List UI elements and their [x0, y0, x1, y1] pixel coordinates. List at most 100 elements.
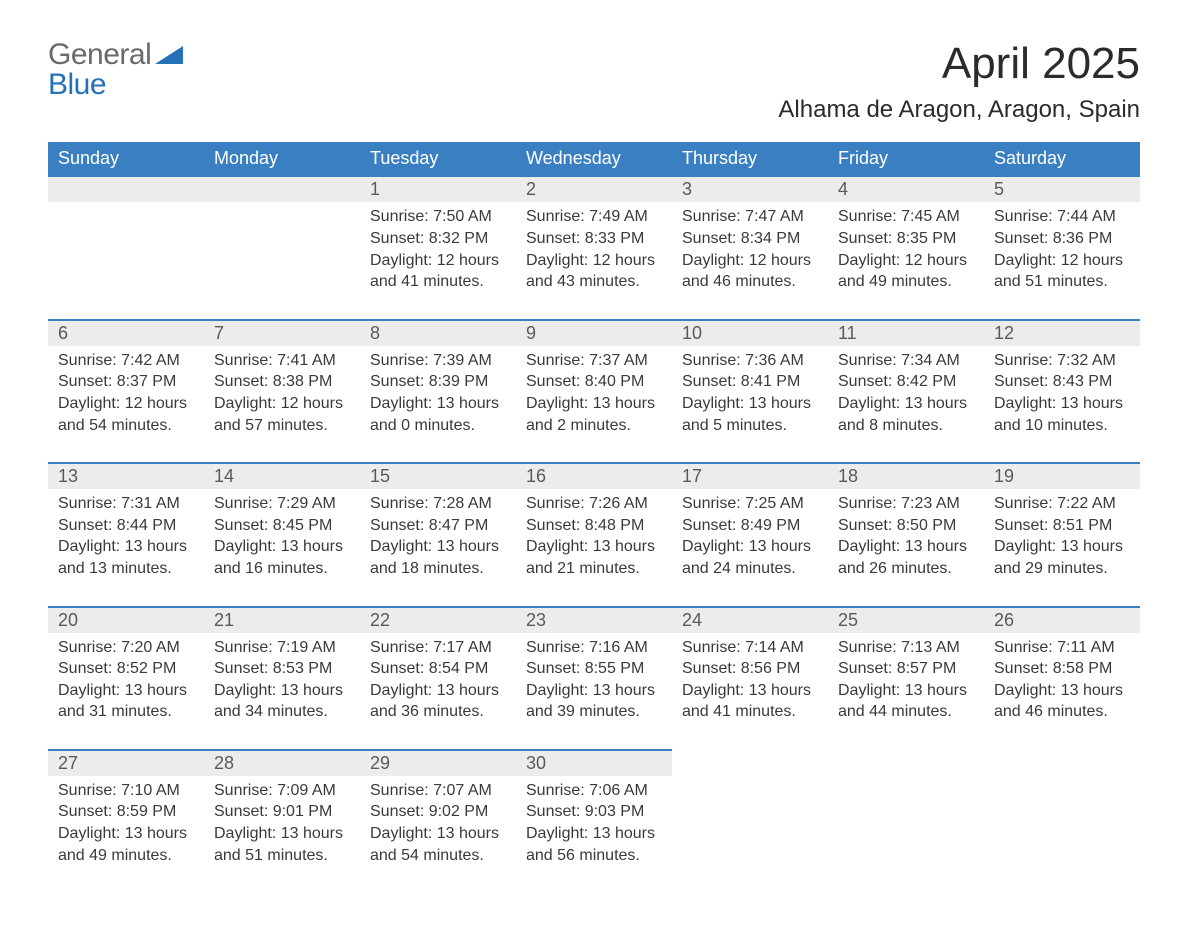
- day-number-cell: 7: [204, 320, 360, 346]
- sunrise-text: Sunrise: 7:14 AM: [682, 637, 818, 659]
- day-number-cell: 10: [672, 320, 828, 346]
- daynum-row: 12345: [48, 176, 1140, 202]
- day-number: 22: [370, 610, 390, 630]
- day-number: 16: [526, 466, 546, 486]
- day-info-cell: Sunrise: 7:22 AMSunset: 8:51 PMDaylight:…: [984, 489, 1140, 606]
- day-number: 28: [214, 753, 234, 773]
- sunset-text: Sunset: 9:02 PM: [370, 801, 506, 823]
- sunset-text: Sunset: 8:34 PM: [682, 228, 818, 250]
- day-header-row: Sunday Monday Tuesday Wednesday Thursday…: [48, 142, 1140, 176]
- sunset-text: Sunset: 8:32 PM: [370, 228, 506, 250]
- sunrise-text: Sunrise: 7:32 AM: [994, 350, 1130, 372]
- daylight2-text: and 54 minutes.: [370, 845, 506, 867]
- daylight1-text: Daylight: 12 hours: [526, 250, 662, 272]
- day-number: 17: [682, 466, 702, 486]
- day-info-cell: [204, 202, 360, 319]
- day-info-cell: Sunrise: 7:09 AMSunset: 9:01 PMDaylight:…: [204, 776, 360, 892]
- daylight1-text: Daylight: 13 hours: [682, 680, 818, 702]
- daylight1-text: Daylight: 13 hours: [526, 393, 662, 415]
- info-row: Sunrise: 7:42 AMSunset: 8:37 PMDaylight:…: [48, 346, 1140, 463]
- sunset-text: Sunset: 8:45 PM: [214, 515, 350, 537]
- daylight2-text: and 39 minutes.: [526, 701, 662, 723]
- daylight1-text: Daylight: 12 hours: [682, 250, 818, 272]
- daylight1-text: Daylight: 13 hours: [526, 823, 662, 845]
- day-number-cell: 13: [48, 463, 204, 489]
- daylight2-text: and 34 minutes.: [214, 701, 350, 723]
- day-info-cell: Sunrise: 7:10 AMSunset: 8:59 PMDaylight:…: [48, 776, 204, 892]
- daylight1-text: Daylight: 13 hours: [214, 536, 350, 558]
- day-header: Sunday: [48, 142, 204, 176]
- day-info-cell: Sunrise: 7:19 AMSunset: 8:53 PMDaylight:…: [204, 633, 360, 750]
- logo-word2: Blue: [48, 68, 106, 101]
- page-subtitle: Alhama de Aragon, Aragon, Spain: [778, 96, 1140, 124]
- daylight1-text: Daylight: 13 hours: [58, 823, 194, 845]
- sunrise-text: Sunrise: 7:47 AM: [682, 206, 818, 228]
- sunrise-text: Sunrise: 7:23 AM: [838, 493, 974, 515]
- day-info-cell: Sunrise: 7:45 AMSunset: 8:35 PMDaylight:…: [828, 202, 984, 319]
- day-number-cell: [48, 176, 204, 202]
- day-info-cell: [984, 776, 1140, 892]
- day-info-cell: [48, 202, 204, 319]
- day-number-cell: 24: [672, 607, 828, 633]
- sunrise-text: Sunrise: 7:49 AM: [526, 206, 662, 228]
- title-block: April 2025 Alhama de Aragon, Aragon, Spa…: [778, 40, 1140, 124]
- day-number: 21: [214, 610, 234, 630]
- sunrise-text: Sunrise: 7:06 AM: [526, 780, 662, 802]
- sunset-text: Sunset: 8:37 PM: [58, 371, 194, 393]
- day-number-cell: [672, 750, 828, 776]
- day-number: 26: [994, 610, 1014, 630]
- sunrise-text: Sunrise: 7:44 AM: [994, 206, 1130, 228]
- daylight1-text: Daylight: 13 hours: [682, 536, 818, 558]
- daylight2-text: and 41 minutes.: [370, 271, 506, 293]
- day-header: Thursday: [672, 142, 828, 176]
- sunrise-text: Sunrise: 7:29 AM: [214, 493, 350, 515]
- day-info-cell: [672, 776, 828, 892]
- sunset-text: Sunset: 8:53 PM: [214, 658, 350, 680]
- info-row: Sunrise: 7:10 AMSunset: 8:59 PMDaylight:…: [48, 776, 1140, 892]
- day-info-cell: Sunrise: 7:42 AMSunset: 8:37 PMDaylight:…: [48, 346, 204, 463]
- day-header: Monday: [204, 142, 360, 176]
- sunrise-text: Sunrise: 7:17 AM: [370, 637, 506, 659]
- day-number: 18: [838, 466, 858, 486]
- sunset-text: Sunset: 8:51 PM: [994, 515, 1130, 537]
- daylight2-text: and 31 minutes.: [58, 701, 194, 723]
- sunrise-text: Sunrise: 7:13 AM: [838, 637, 974, 659]
- day-number-cell: 30: [516, 750, 672, 776]
- sunrise-text: Sunrise: 7:26 AM: [526, 493, 662, 515]
- day-header: Saturday: [984, 142, 1140, 176]
- sunset-text: Sunset: 8:41 PM: [682, 371, 818, 393]
- day-number: 24: [682, 610, 702, 630]
- day-number: 8: [370, 323, 380, 343]
- day-number-cell: 23: [516, 607, 672, 633]
- sunrise-text: Sunrise: 7:37 AM: [526, 350, 662, 372]
- daylight1-text: Daylight: 12 hours: [370, 250, 506, 272]
- daynum-row: 27282930: [48, 750, 1140, 776]
- daylight2-text: and 49 minutes.: [58, 845, 194, 867]
- sunrise-text: Sunrise: 7:10 AM: [58, 780, 194, 802]
- daylight1-text: Daylight: 13 hours: [526, 680, 662, 702]
- sunrise-text: Sunrise: 7:22 AM: [994, 493, 1130, 515]
- day-number-cell: 19: [984, 463, 1140, 489]
- day-number-cell: 1: [360, 176, 516, 202]
- day-info-cell: Sunrise: 7:13 AMSunset: 8:57 PMDaylight:…: [828, 633, 984, 750]
- day-number-cell: [828, 750, 984, 776]
- daylight1-text: Daylight: 13 hours: [838, 393, 974, 415]
- daylight2-text: and 29 minutes.: [994, 558, 1130, 580]
- sunrise-text: Sunrise: 7:41 AM: [214, 350, 350, 372]
- day-number: 10: [682, 323, 702, 343]
- daylight2-text: and 56 minutes.: [526, 845, 662, 867]
- daylight2-text: and 18 minutes.: [370, 558, 506, 580]
- sunset-text: Sunset: 8:54 PM: [370, 658, 506, 680]
- sunset-text: Sunset: 8:57 PM: [838, 658, 974, 680]
- daylight2-text: and 46 minutes.: [682, 271, 818, 293]
- info-row: Sunrise: 7:50 AMSunset: 8:32 PMDaylight:…: [48, 202, 1140, 319]
- day-number-cell: 15: [360, 463, 516, 489]
- day-info-cell: Sunrise: 7:47 AMSunset: 8:34 PMDaylight:…: [672, 202, 828, 319]
- sunset-text: Sunset: 8:36 PM: [994, 228, 1130, 250]
- day-info-cell: Sunrise: 7:26 AMSunset: 8:48 PMDaylight:…: [516, 489, 672, 606]
- sunset-text: Sunset: 8:49 PM: [682, 515, 818, 537]
- daylight2-text: and 49 minutes.: [838, 271, 974, 293]
- day-info-cell: Sunrise: 7:20 AMSunset: 8:52 PMDaylight:…: [48, 633, 204, 750]
- daylight2-text: and 24 minutes.: [682, 558, 818, 580]
- day-number: 13: [58, 466, 78, 486]
